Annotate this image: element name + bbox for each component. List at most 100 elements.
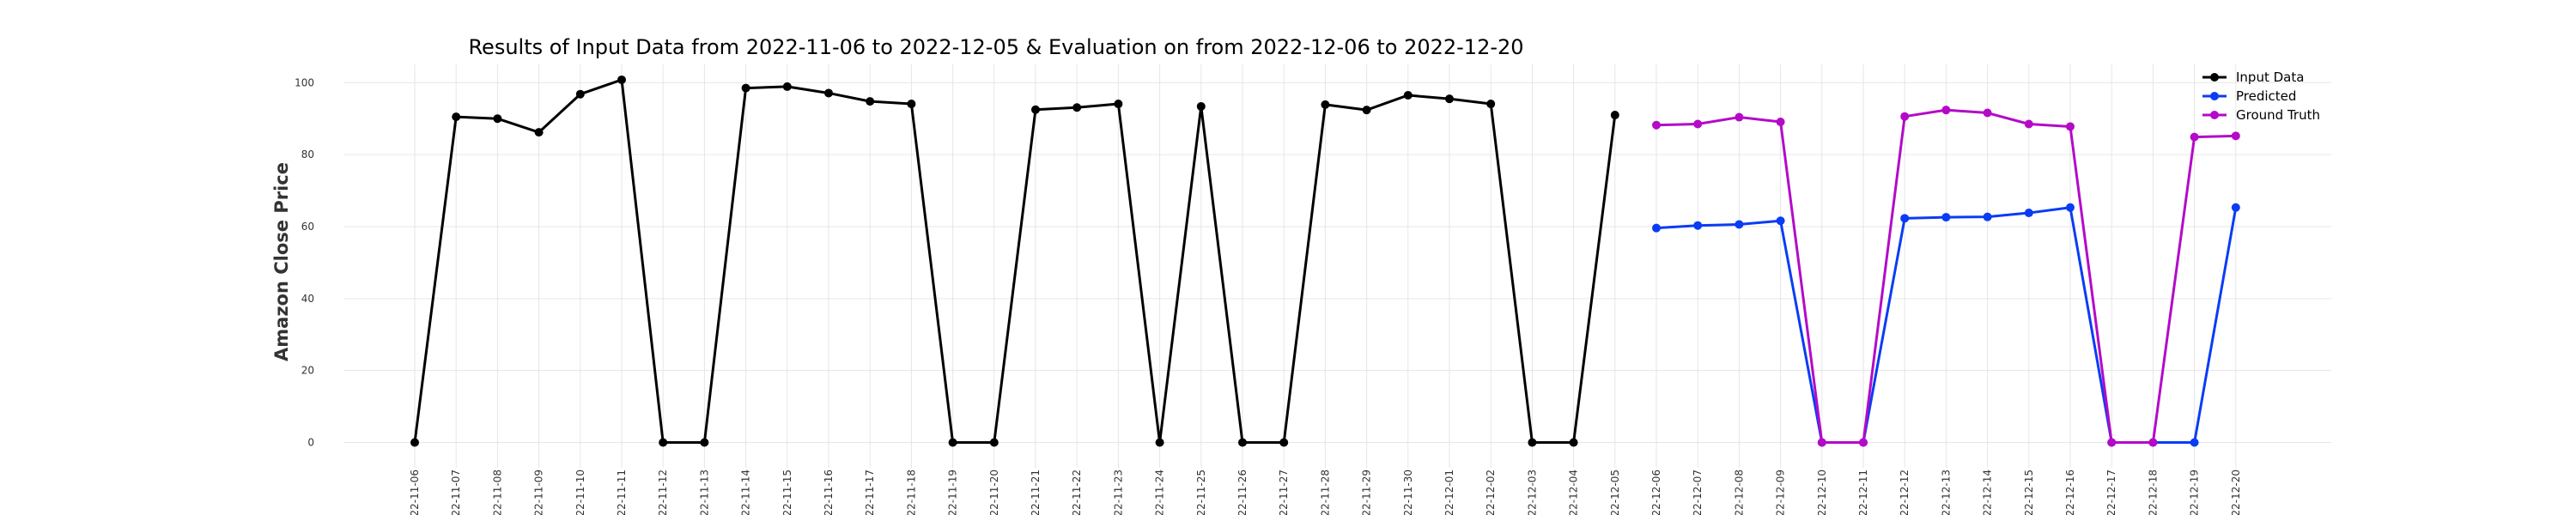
data-point xyxy=(1735,220,1744,229)
data-point xyxy=(1528,438,1537,447)
x-tick-label: 2022-11-07 xyxy=(450,470,462,515)
x-tick-label: 2022-12-09 xyxy=(1775,470,1787,515)
data-point xyxy=(1652,120,1661,130)
data-point xyxy=(493,114,502,124)
data-point xyxy=(1776,117,1785,126)
data-point xyxy=(2231,203,2240,212)
legend-label: Predicted xyxy=(2236,88,2296,104)
legend-swatch-marker xyxy=(2210,73,2219,82)
x-tick-label: 2022-12-13 xyxy=(1940,470,1952,515)
x-tick-label: 2022-11-19 xyxy=(947,470,959,515)
data-point xyxy=(1403,90,1413,100)
x-tick-label: 2022-11-10 xyxy=(574,470,586,515)
x-tick-label: 2022-12-06 xyxy=(1650,470,1662,515)
data-point xyxy=(2024,119,2033,129)
y-tick-label: 20 xyxy=(301,365,314,377)
data-point xyxy=(1114,100,1123,109)
data-point xyxy=(1321,100,1330,109)
x-tick-label: 2022-12-10 xyxy=(1816,470,1828,515)
legend-item: Ground Truth xyxy=(2202,107,2320,123)
chart-title: Results of Input Data from 2022-11-06 to… xyxy=(468,35,1523,59)
x-tick-label: 2022-11-27 xyxy=(1278,470,1290,515)
data-point xyxy=(907,100,916,109)
data-point xyxy=(2148,438,2158,447)
data-point xyxy=(1196,101,1206,111)
data-point xyxy=(1238,438,1247,447)
data-point xyxy=(1279,438,1289,447)
x-tick-label: 2022-11-16 xyxy=(823,470,835,515)
series-input-data xyxy=(410,75,1619,447)
series-lines xyxy=(410,75,2240,447)
x-tick-label: 2022-11-06 xyxy=(409,470,421,515)
legend-item: Input Data xyxy=(2202,70,2304,85)
series-ground-truth xyxy=(1652,106,2240,447)
x-tick-label: 2022-12-08 xyxy=(1733,470,1745,515)
x-tick-label: 2022-11-30 xyxy=(1402,470,1414,515)
x-tick-label: 2022-12-18 xyxy=(2147,470,2159,515)
x-tick-label: 2022-11-28 xyxy=(1319,470,1331,515)
x-tick-label: 2022-12-05 xyxy=(1609,470,1621,515)
data-point xyxy=(2066,203,2075,212)
x-tick-label: 2022-11-24 xyxy=(1154,470,1166,515)
y-tick-label: 40 xyxy=(301,293,314,305)
data-point xyxy=(1817,438,1826,447)
x-tick-label: 2022-12-20 xyxy=(2230,470,2242,515)
x-tick-label: 2022-11-09 xyxy=(533,470,545,515)
data-point xyxy=(2190,132,2199,142)
data-point xyxy=(1569,438,1578,447)
x-tick-label: 2022-11-20 xyxy=(988,470,1000,515)
data-point xyxy=(1693,221,1703,230)
x-tick-label: 2022-11-21 xyxy=(1030,470,1042,515)
data-point xyxy=(1941,213,1951,222)
x-tick-label: 2022-12-04 xyxy=(1568,470,1580,515)
x-tick-label: 2022-11-12 xyxy=(657,470,669,515)
x-tick-label: 2022-12-19 xyxy=(2189,470,2201,515)
data-point xyxy=(1362,106,1371,115)
y-tick-label: 100 xyxy=(295,76,314,88)
legend-label: Ground Truth xyxy=(2236,107,2320,123)
data-point xyxy=(2190,438,2199,447)
series-line xyxy=(413,78,1617,444)
legend-swatch-marker xyxy=(2210,111,2219,119)
data-point xyxy=(1900,112,1910,121)
data-point xyxy=(575,89,585,99)
legend-item: Predicted xyxy=(2202,88,2296,104)
data-point xyxy=(948,438,957,447)
x-tick-label: 2022-12-15 xyxy=(2023,470,2035,515)
legend-label: Input Data xyxy=(2236,70,2304,85)
data-point xyxy=(1155,438,1164,447)
y-tick-label: 0 xyxy=(307,437,314,449)
data-point xyxy=(2231,131,2240,141)
x-tick-label: 2022-12-03 xyxy=(1526,470,1538,515)
plot-area: 0 20 40 60 80 100 2022-11-06 2022-11-07 2022-11… xyxy=(295,64,2331,515)
data-point xyxy=(1859,438,1868,447)
data-point xyxy=(1486,100,1496,109)
x-tick-label: 2022-12-11 xyxy=(1857,470,1869,515)
y-tick-label: 60 xyxy=(301,221,314,233)
data-point xyxy=(410,438,419,447)
data-point xyxy=(700,438,709,447)
x-tick-label: 2022-11-26 xyxy=(1236,470,1249,515)
data-point xyxy=(2107,438,2117,447)
data-point xyxy=(782,82,792,91)
data-point xyxy=(1445,94,1454,104)
data-point xyxy=(2024,209,2033,218)
data-point xyxy=(1693,119,1703,129)
y-tick-labels: 0 20 40 60 80 100 xyxy=(295,76,314,448)
x-tick-label: 2022-11-22 xyxy=(1071,470,1083,515)
y-tick-label: 80 xyxy=(301,148,314,161)
x-tick-label: 2022-11-13 xyxy=(698,470,710,515)
x-tick-label: 2022-12-07 xyxy=(1692,470,1704,515)
data-point xyxy=(659,438,668,447)
x-tick-label: 2022-11-18 xyxy=(905,470,917,515)
data-point xyxy=(741,83,750,93)
data-point xyxy=(1983,212,1992,221)
data-point xyxy=(866,97,875,106)
legend: Input Data Predicted Ground Truth xyxy=(2202,70,2320,123)
x-tick-label: 2022-12-17 xyxy=(2105,470,2117,515)
x-tick-label: 2022-11-29 xyxy=(1361,470,1373,515)
data-point xyxy=(1983,108,1992,118)
data-point xyxy=(1735,112,1744,122)
x-tick-label: 2022-12-16 xyxy=(2064,470,2076,515)
